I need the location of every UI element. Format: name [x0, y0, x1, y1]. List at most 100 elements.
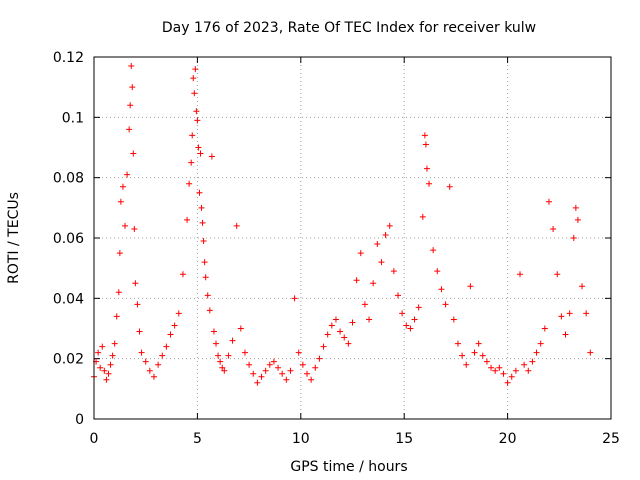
- data-point: [562, 331, 569, 338]
- data-point: [370, 280, 377, 287]
- data-point: [217, 358, 224, 365]
- data-point: [262, 367, 269, 374]
- data-point: [287, 367, 294, 374]
- data-point: [193, 108, 200, 115]
- data-point: [213, 340, 220, 347]
- data-point: [246, 361, 253, 368]
- data-point: [415, 304, 422, 311]
- data-point: [572, 204, 579, 211]
- data-point: [250, 370, 257, 377]
- data-point: [132, 280, 139, 287]
- data-point: [167, 331, 174, 338]
- data-point: [366, 316, 373, 323]
- y-axis-label: ROTI / TECUs: [6, 192, 22, 284]
- data-point: [130, 150, 137, 157]
- y-tick-label: 0.1: [62, 110, 84, 126]
- data-point: [403, 322, 410, 329]
- data-point: [192, 66, 199, 73]
- data-point: [131, 225, 138, 232]
- data-point: [390, 268, 397, 275]
- data-point: [194, 117, 201, 124]
- data-point: [186, 180, 193, 187]
- data-point: [382, 231, 389, 238]
- data-point: [426, 180, 433, 187]
- data-point: [163, 343, 170, 350]
- data-point: [201, 259, 208, 266]
- data-point: [558, 313, 565, 320]
- data-point: [583, 310, 590, 317]
- data-point: [191, 90, 198, 97]
- data-point: [378, 259, 385, 266]
- data-point: [150, 373, 157, 380]
- data-point: [204, 292, 211, 299]
- data-point: [517, 271, 524, 278]
- data-point: [422, 141, 429, 148]
- data-point: [337, 328, 344, 335]
- data-point: [357, 250, 364, 257]
- y-tick-label: 0.04: [53, 291, 84, 307]
- data-point: [291, 295, 298, 302]
- y-tick-label: 0.12: [53, 50, 84, 66]
- data-point: [138, 349, 145, 356]
- data-point: [122, 222, 129, 229]
- data-point: [210, 328, 217, 335]
- series-roti: [91, 63, 594, 386]
- data-point: [97, 364, 104, 371]
- data-point: [219, 364, 226, 371]
- x-tick-label: 15: [395, 431, 413, 447]
- data-point: [129, 84, 136, 91]
- data-point: [270, 358, 277, 365]
- data-point: [175, 310, 182, 317]
- data-point: [109, 352, 116, 359]
- x-tick-label: 5: [193, 431, 202, 447]
- chart-title: Day 176 of 2023, Rate Of TEC Index for r…: [162, 20, 536, 36]
- data-point: [206, 307, 213, 314]
- data-point: [421, 132, 428, 139]
- data-point: [316, 355, 323, 362]
- data-point: [146, 367, 153, 374]
- x-axis-label: GPS time / hours: [290, 459, 407, 475]
- data-point: [159, 352, 166, 359]
- x-tick-label: 25: [602, 431, 620, 447]
- data-point: [504, 379, 511, 386]
- data-point: [196, 189, 203, 196]
- data-point: [554, 271, 561, 278]
- data-point: [99, 343, 106, 350]
- data-point: [399, 310, 406, 317]
- data-point: [446, 183, 453, 190]
- data-point: [488, 364, 495, 371]
- data-point: [254, 379, 261, 386]
- data-point: [275, 364, 282, 371]
- x-tick-label: 20: [499, 431, 517, 447]
- data-point: [229, 337, 236, 344]
- data-point: [308, 376, 315, 383]
- data-point: [320, 343, 327, 350]
- data-point: [419, 213, 426, 220]
- data-point: [442, 301, 449, 308]
- data-point: [545, 198, 552, 205]
- data-point: [200, 238, 207, 245]
- data-point: [341, 334, 348, 341]
- data-point: [136, 328, 143, 335]
- data-point: [299, 361, 306, 368]
- data-point: [537, 340, 544, 347]
- axis-ticks: 0 5 10 15 20 25 0 0.02 0.04 0.06 0.08 0.1 0.12: [53, 50, 620, 447]
- data-point: [202, 274, 209, 281]
- data-point: [188, 159, 195, 166]
- y-tick-label: 0.06: [53, 231, 84, 247]
- data-point: [279, 370, 286, 377]
- data-point: [197, 150, 204, 157]
- data-point: [115, 289, 122, 296]
- data-point: [113, 313, 120, 320]
- data-point: [566, 310, 573, 317]
- data-point: [529, 358, 536, 365]
- data-point: [241, 349, 248, 356]
- data-point: [304, 370, 311, 377]
- data-point: [134, 301, 141, 308]
- x-tick-label: 10: [292, 431, 310, 447]
- data-point: [95, 349, 102, 356]
- data-point: [483, 358, 490, 365]
- data-point: [190, 75, 197, 82]
- data-point: [295, 349, 302, 356]
- data-point: [475, 340, 482, 347]
